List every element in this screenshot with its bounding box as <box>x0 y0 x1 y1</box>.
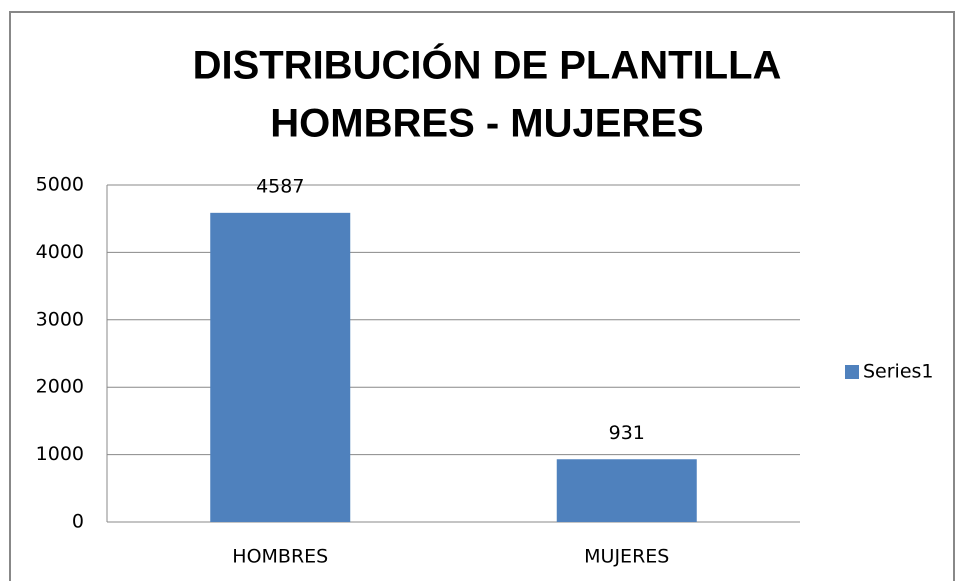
bar <box>210 212 351 523</box>
y-tick-label: 1000 <box>36 443 84 465</box>
x-tick-label: HOMBRES <box>232 546 328 568</box>
y-tick-label: 4000 <box>36 241 84 263</box>
y-tick-label: 3000 <box>36 308 84 330</box>
chart-border <box>9 11 955 581</box>
legend-swatch <box>845 365 859 379</box>
x-tick-label: MUJERES <box>584 546 669 568</box>
legend-label: Series1 <box>863 361 934 383</box>
y-tick-label: 0 <box>72 511 84 533</box>
y-tick-label: 5000 <box>36 174 84 196</box>
chart-title: DISTRIBUCIÓN DE PLANTILLA <box>193 42 782 88</box>
data-label: 931 <box>609 422 645 444</box>
y-tick-label: 2000 <box>36 376 84 398</box>
chart-title: HOMBRES - MUJERES <box>270 102 703 146</box>
bar <box>556 459 697 522</box>
data-label: 4587 <box>256 175 304 197</box>
